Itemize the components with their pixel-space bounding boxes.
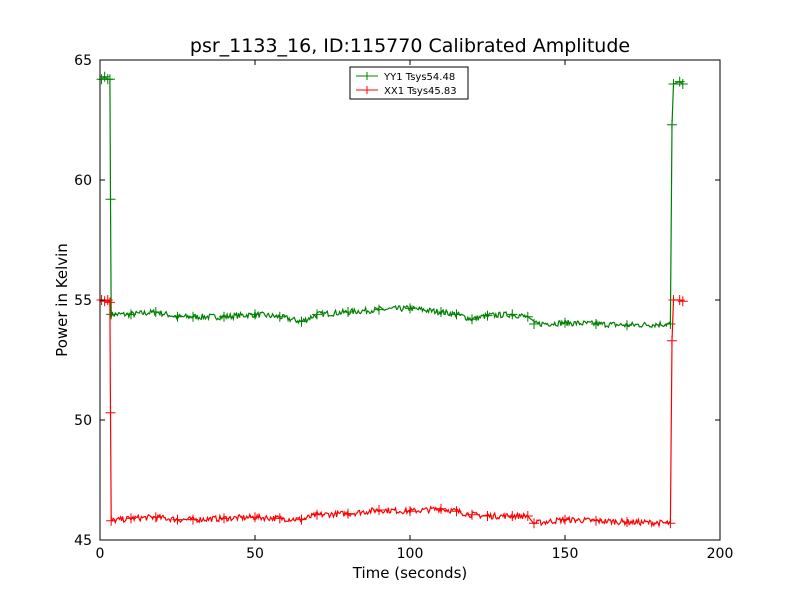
legend: YY1 Tsys54.48 XX1 Tsys45.83 (349, 66, 469, 100)
data-point-s1-22 (507, 309, 518, 320)
y-tick-label-3: 60 (74, 173, 92, 189)
data-point-s2-9 (188, 514, 198, 525)
legend-marker-2 (363, 86, 371, 94)
data-point-s2-6 (126, 513, 136, 524)
data-point-s1-10 (219, 311, 229, 322)
data-point-s2-18 (436, 503, 446, 514)
data-point-s2-4 (105, 407, 116, 418)
data-point-s2-12 (274, 513, 285, 524)
data-point-s1-32 (677, 79, 688, 89)
data-point-s1-20 (467, 314, 477, 325)
data-point-s1-14 (312, 309, 322, 320)
data-point-s1-3 (104, 74, 115, 85)
data-point-s1-27 (622, 320, 632, 331)
data-point-s1-23 (522, 311, 533, 322)
x-tick-label-0: 0 (96, 546, 105, 562)
data-point-s2-13 (296, 514, 307, 525)
data-point-s1-12 (274, 311, 285, 322)
x-tick-label-4: 200 (707, 546, 734, 562)
data-point-s1-19 (451, 309, 462, 320)
data-point-s2-15 (343, 508, 353, 519)
axes: 0 50 100 150 200 45 50 55 60 65 (74, 53, 733, 562)
series-line-1 (101, 76, 684, 329)
data-point-s2-32 (677, 296, 688, 307)
data-point-s1-9 (188, 311, 198, 322)
x-tick-label-2: 100 (397, 546, 424, 562)
data-point-s1-24 (529, 319, 539, 329)
y-tick-label-0: 45 (74, 533, 92, 549)
plot-area (96, 71, 688, 529)
data-point-s2-24 (529, 518, 539, 529)
data-point-s2-22 (507, 511, 518, 521)
data-point-s1-30 (668, 79, 679, 89)
data-point-s2-26 (591, 515, 601, 526)
data-point-s1-16 (374, 304, 384, 315)
legend-box (349, 66, 469, 100)
series-line-2 (101, 299, 684, 529)
y-axis-label: Power in Kelvin (53, 243, 71, 357)
data-point-s2-25 (560, 514, 570, 525)
data-point-s2-29 (666, 335, 677, 346)
data-point-s1-18 (436, 307, 446, 317)
x-axis-label: Time (seconds) (352, 564, 468, 582)
data-point-s1-15 (343, 307, 353, 317)
plot-frame (99, 59, 721, 541)
data-point-s2-20 (467, 509, 477, 520)
data-point-s1-13 (296, 316, 307, 327)
data-point-s1-17 (405, 303, 415, 314)
data-point-s1-4 (105, 194, 116, 205)
data-point-s2-19 (451, 506, 462, 517)
chart-title: psr_1133_16, ID:115770 Calibrated Amplit… (190, 35, 630, 57)
y-tick-label-2: 55 (74, 293, 92, 309)
data-point-s2-16 (374, 505, 384, 515)
data-point-s1-11 (250, 309, 260, 320)
data-point-s2-5 (106, 515, 117, 526)
data-point-s2-14 (312, 509, 322, 520)
data-point-s2-11 (250, 512, 260, 523)
data-point-s1-5 (106, 309, 117, 320)
x-tick-label-1: 50 (246, 546, 264, 562)
legend-label-1: YY1 Tsys54.48 (383, 72, 455, 83)
legend-marker-1 (363, 72, 371, 80)
data-point-s1-7 (150, 307, 161, 317)
data-point-s1-28 (665, 319, 676, 329)
data-point-s2-3 (104, 297, 115, 308)
y-tick-label-1: 50 (74, 413, 92, 429)
data-point-s2-21 (482, 511, 493, 521)
data-point-s2-10 (219, 513, 229, 524)
data-point-s2-27 (622, 517, 632, 527)
data-point-s2-7 (150, 512, 161, 523)
x-tick-label-3: 150 (552, 546, 579, 562)
data-point-s2-23 (522, 511, 533, 521)
data-point-s1-8 (172, 311, 183, 322)
data-point-s2-8 (172, 514, 183, 525)
data-point-s2-17 (405, 506, 415, 517)
y-tick-label-4: 65 (74, 53, 92, 69)
data-point-s1-29 (666, 119, 677, 130)
data-point-s1-26 (591, 319, 601, 329)
legend-label-2: XX1 Tsys45.83 (384, 86, 457, 97)
data-point-s1-25 (560, 317, 570, 328)
data-point-s2-28 (665, 518, 676, 529)
data-point-s1-21 (482, 310, 493, 321)
data-point-s1-6 (126, 309, 136, 320)
